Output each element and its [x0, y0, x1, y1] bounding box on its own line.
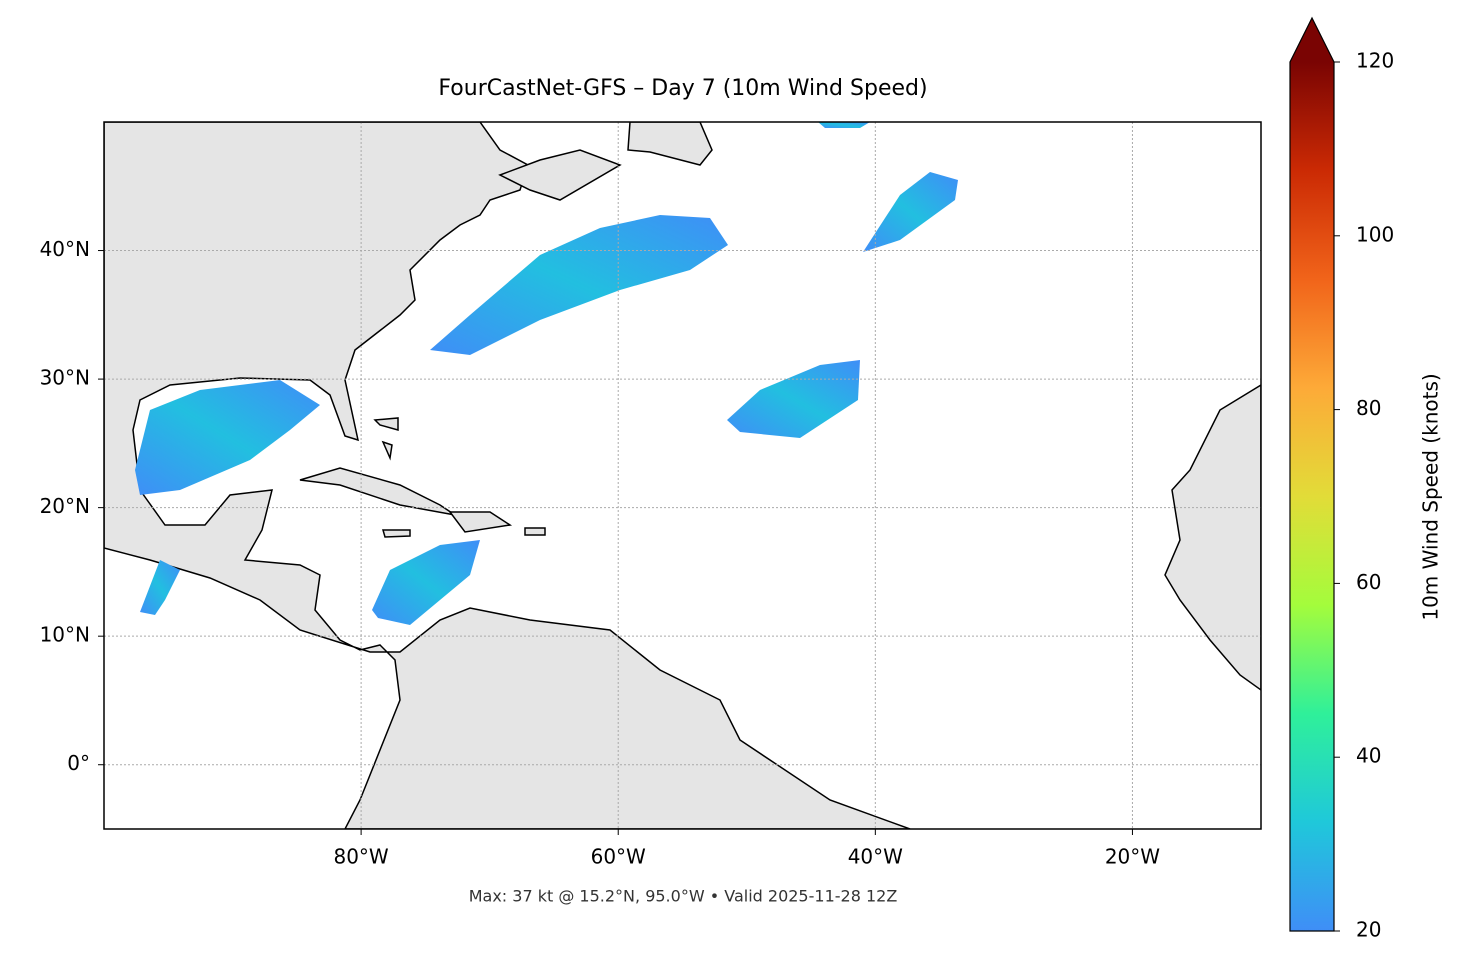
chart-title: FourCastNet-GFS – Day 7 (10m Wind Speed): [438, 76, 927, 101]
colorbar-label: 10m Wind Speed (knots): [1419, 373, 1443, 620]
wind-area: [430, 215, 728, 355]
jamaica: [382, 529, 411, 538]
x-tick-label: 20°W: [1105, 845, 1160, 869]
colorbar-tick-label: 100: [1356, 222, 1394, 246]
africa: [1164, 384, 1261, 691]
wind-area: [818, 122, 870, 128]
y-tick-label: 20°N: [40, 494, 90, 518]
x-tick-label: 80°W: [333, 845, 388, 869]
colorbar-tick-label: 120: [1356, 49, 1394, 73]
grid: [104, 122, 1261, 829]
colorbar-tick-label: 20: [1356, 918, 1381, 942]
colorbar-extend: [1290, 18, 1334, 62]
americas: [104, 122, 911, 829]
newfoundland: [627, 122, 713, 166]
map: [104, 122, 1261, 829]
colorbar-frame: [1289, 16, 1335, 932]
map-frame: [103, 121, 1262, 830]
y-tick-label: 40°N: [40, 237, 90, 261]
hispaniola: [448, 511, 513, 533]
x-tick-label: 60°W: [591, 845, 646, 869]
x-tick-label: 40°W: [848, 845, 903, 869]
colorbar-tick-label: 80: [1356, 396, 1381, 420]
colorbar: [1290, 62, 1334, 931]
colorbar-tick-label: 40: [1356, 744, 1381, 768]
wind-area: [140, 560, 180, 615]
y-tick-label: 30°N: [40, 366, 90, 390]
nova-scotia: [498, 149, 622, 201]
wind-areas: [135, 122, 958, 625]
wind-area: [863, 172, 958, 252]
puerto-rico: [524, 527, 546, 536]
wind-area: [372, 540, 480, 625]
colorbar-tick-label: 60: [1356, 570, 1381, 594]
footer: Max: 37 kt @ 15.2°N, 95.0°W • Valid 2025…: [469, 887, 898, 906]
wind-area: [727, 360, 860, 438]
wind-area: [135, 380, 320, 495]
bahamas: [373, 417, 399, 461]
cuba: [299, 467, 456, 516]
y-tick-label: 10°N: [40, 623, 90, 647]
y-tick-label: 0°: [67, 751, 90, 775]
